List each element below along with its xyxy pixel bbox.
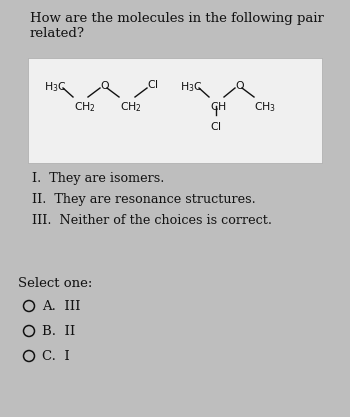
Text: $\mathsf{O}$: $\mathsf{O}$ [100, 79, 110, 91]
Text: I.  They are isomers.: I. They are isomers. [32, 172, 164, 185]
Text: II.  They are resonance structures.: II. They are resonance structures. [32, 193, 256, 206]
Text: Select one:: Select one: [18, 277, 92, 290]
Text: How are the molecules in the following pair: How are the molecules in the following p… [30, 12, 324, 25]
Text: $\mathsf{H_3C}$: $\mathsf{H_3C}$ [44, 80, 66, 94]
Text: $\mathsf{CH}$: $\mathsf{CH}$ [210, 100, 227, 112]
Text: $\mathsf{CH_2}$: $\mathsf{CH_2}$ [120, 100, 142, 114]
Text: related?: related? [30, 27, 85, 40]
Text: $\mathsf{CH_3}$: $\mathsf{CH_3}$ [254, 100, 276, 114]
Text: B.  II: B. II [42, 325, 76, 338]
Text: $\mathsf{Cl}$: $\mathsf{Cl}$ [147, 78, 159, 90]
Bar [28, 58, 322, 163]
Text: $\mathsf{Cl}$: $\mathsf{Cl}$ [210, 120, 222, 132]
Text: A.  III: A. III [42, 300, 81, 313]
Text: $\mathsf{O}$: $\mathsf{O}$ [235, 79, 245, 91]
Text: C.  I: C. I [42, 350, 70, 363]
Text: III.  Neither of the choices is correct.: III. Neither of the choices is correct. [32, 214, 272, 227]
Text: $\mathsf{CH_2}$: $\mathsf{CH_2}$ [74, 100, 96, 114]
Text: $\mathsf{H_3C}$: $\mathsf{H_3C}$ [180, 80, 202, 94]
